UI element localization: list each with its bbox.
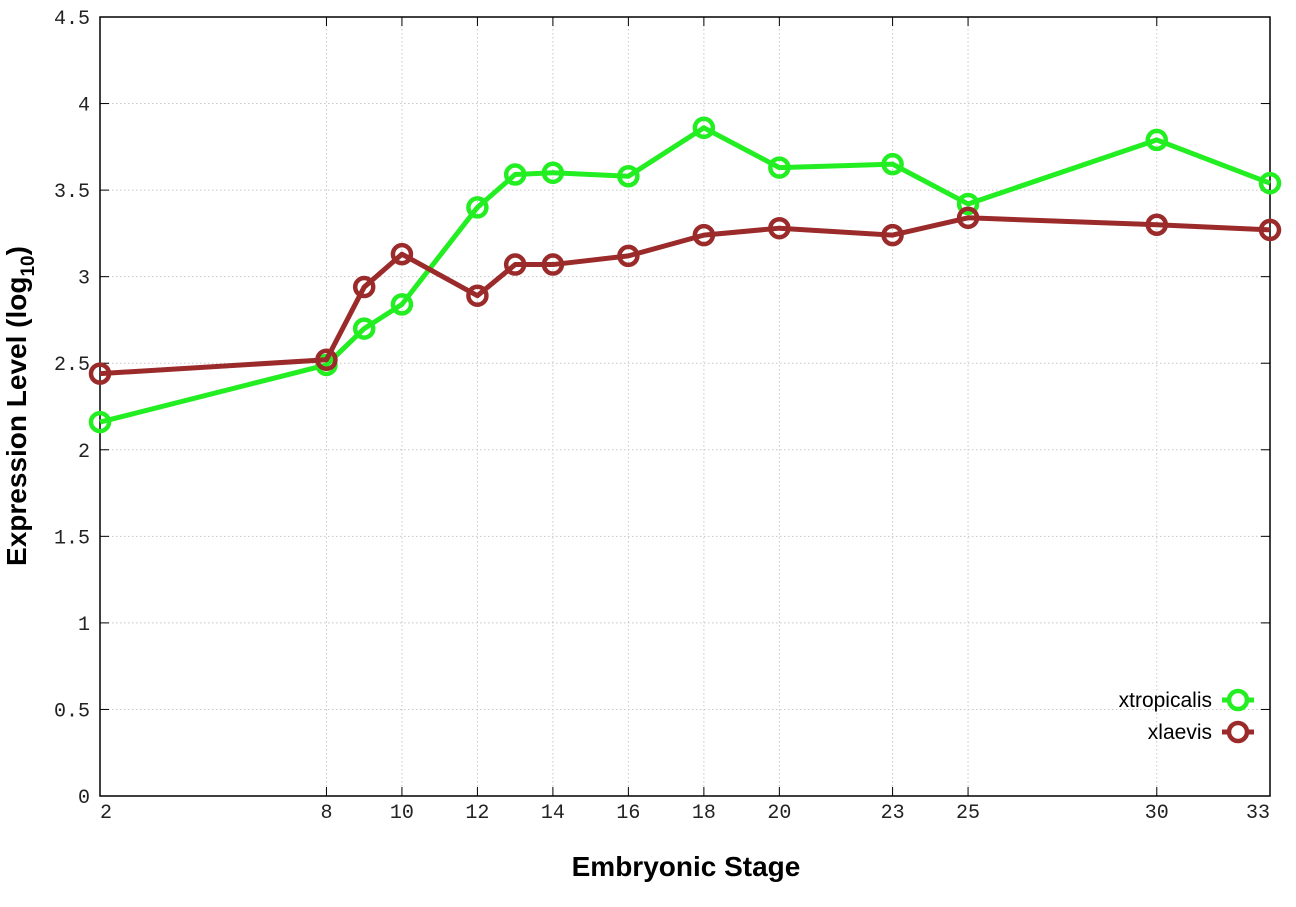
y-tick-label: 1.5 <box>54 527 90 550</box>
data-point-xlaevis <box>768 216 791 240</box>
data-point-xtropicalis <box>956 192 980 216</box>
x-tick-label: 18 <box>692 802 716 825</box>
data-point-xtropicalis <box>390 293 414 316</box>
data-point-xtropicalis <box>88 410 112 434</box>
legend-marker-xlaevis <box>1226 720 1250 744</box>
x-tick-label: 12 <box>465 802 489 825</box>
data-point-xlaevis <box>503 253 527 276</box>
data-point-xlaevis <box>352 275 376 299</box>
data-point-xlaevis <box>315 348 338 372</box>
grid <box>100 17 1270 796</box>
data-point-xtropicalis <box>541 161 565 185</box>
data-point-xtropicalis <box>1258 171 1282 195</box>
data-point-xtropicalis <box>617 165 640 188</box>
x-tick-label: 23 <box>881 802 905 825</box>
data-point-xlaevis <box>881 223 904 247</box>
x-tick-label: 2 <box>100 802 112 825</box>
y-tick-label: 2 <box>78 441 90 464</box>
y-axis-title-suffix: ) <box>1 246 32 255</box>
x-tick-label: 25 <box>956 802 980 825</box>
legend: xtropicalis xlaevis <box>1119 688 1254 744</box>
data-point-xtropicalis <box>466 196 489 219</box>
x-tick-label: 10 <box>390 802 414 825</box>
data-point-xtropicalis <box>692 116 716 140</box>
series-xlaevis <box>88 206 1282 385</box>
y-tick-label: 1 <box>78 614 90 637</box>
data-point-xlaevis <box>617 244 640 268</box>
x-tick-label: 30 <box>1145 802 1169 825</box>
data-point-xtropicalis <box>503 163 527 186</box>
series-line-xlaevis <box>99 215 1271 377</box>
data-point-xlaevis <box>1258 218 1282 242</box>
x-tick-label: 16 <box>616 802 640 825</box>
y-axis-title: Expression Level (log10) <box>1 246 39 566</box>
data-point-xtropicalis <box>768 156 791 179</box>
legend-label-xlaevis: xlaevis <box>1148 721 1212 744</box>
y-tick-label: 4 <box>78 95 90 118</box>
series-xtropicalis <box>88 116 1282 434</box>
data-point-xlaevis <box>541 253 565 276</box>
axis-ticks: 0 0.5 1 1.5 2 2.5 3 3.5 4 4.5 2 8 10 12 14 16 18 20 23 25 30… <box>54 8 1271 825</box>
y-tick-label: 2.5 <box>54 354 90 377</box>
data-point-xlaevis <box>88 362 112 385</box>
y-tick-label: 3.5 <box>54 181 90 204</box>
y-tick-label: 0.5 <box>54 700 90 723</box>
x-tick-label: 14 <box>541 802 565 825</box>
series-layer <box>88 116 1282 434</box>
data-point-xlaevis <box>692 223 716 247</box>
data-point-xtropicalis <box>881 152 904 176</box>
y-tick-label: 3 <box>78 268 90 291</box>
series-line-xtropicalis <box>99 125 1271 425</box>
x-tick-label: 33 <box>1246 802 1270 825</box>
y-tick-label: 0 <box>78 787 90 810</box>
y-tick-label: 4.5 <box>54 8 90 31</box>
data-point-xtropicalis <box>1145 128 1169 152</box>
data-point-xlaevis <box>956 206 980 230</box>
y-axis-title-main: Expression Level (log <box>1 277 32 566</box>
x-tick-label: 20 <box>767 802 791 825</box>
legend-marker-xtropicalis <box>1226 688 1250 712</box>
data-point-xlaevis <box>1145 213 1169 236</box>
data-point-xlaevis <box>390 242 414 266</box>
y-axis-title-subscript: 10 <box>18 255 39 276</box>
data-point-xtropicalis <box>352 317 376 340</box>
data-point-xlaevis <box>466 284 489 307</box>
x-axis-title: Embryonic Stage <box>572 851 801 882</box>
legend-label-xtropicalis: xtropicalis <box>1119 689 1212 712</box>
plot-frame <box>99 16 1271 797</box>
x-tick-label: 8 <box>320 802 332 825</box>
